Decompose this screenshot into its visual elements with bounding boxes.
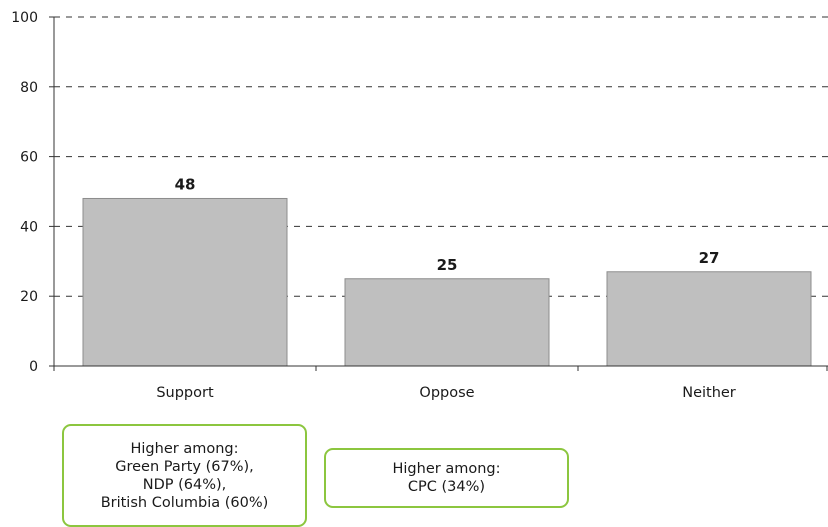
y-tick-label: 100 [11, 10, 38, 26]
note-line: CPC (34%) [407, 479, 486, 495]
note-line: NDP (64%), [142, 476, 227, 493]
x-category-label: Support [156, 385, 214, 401]
y-tick-label: 80 [20, 80, 38, 96]
bar [82, 197, 288, 367]
y-tick-label: 40 [20, 219, 38, 235]
bar [344, 278, 550, 367]
note-support-demographics: Higher among: Green Party (67%), NDP (64… [62, 424, 307, 527]
data-label: 25 [437, 256, 458, 274]
bar-chart: 0 20 40 60 80 100 48 Support 25 Oppose 27 Neither [11, 10, 828, 401]
note-line: Higher among: [392, 461, 501, 477]
labels: 0 20 40 60 80 100 48 Support 25 Oppose 27 Neither [11, 10, 736, 401]
x-category-label: Neither [682, 385, 736, 401]
note-line: Higher among: [130, 440, 239, 457]
note-line: Green Party (67%), [115, 458, 254, 475]
bar [606, 271, 812, 367]
bars [82, 197, 812, 367]
data-label: 27 [699, 249, 720, 267]
data-label: 48 [175, 175, 196, 193]
note-oppose-demographics: Higher among: CPC (34%) [324, 448, 569, 508]
y-tick-label: 60 [20, 150, 38, 166]
axes [49, 16, 828, 371]
y-tick-label: 0 [29, 359, 38, 375]
y-tick-label: 20 [20, 289, 38, 305]
x-category-label: Oppose [419, 385, 474, 401]
note-line: British Columbia (60%) [100, 494, 269, 511]
